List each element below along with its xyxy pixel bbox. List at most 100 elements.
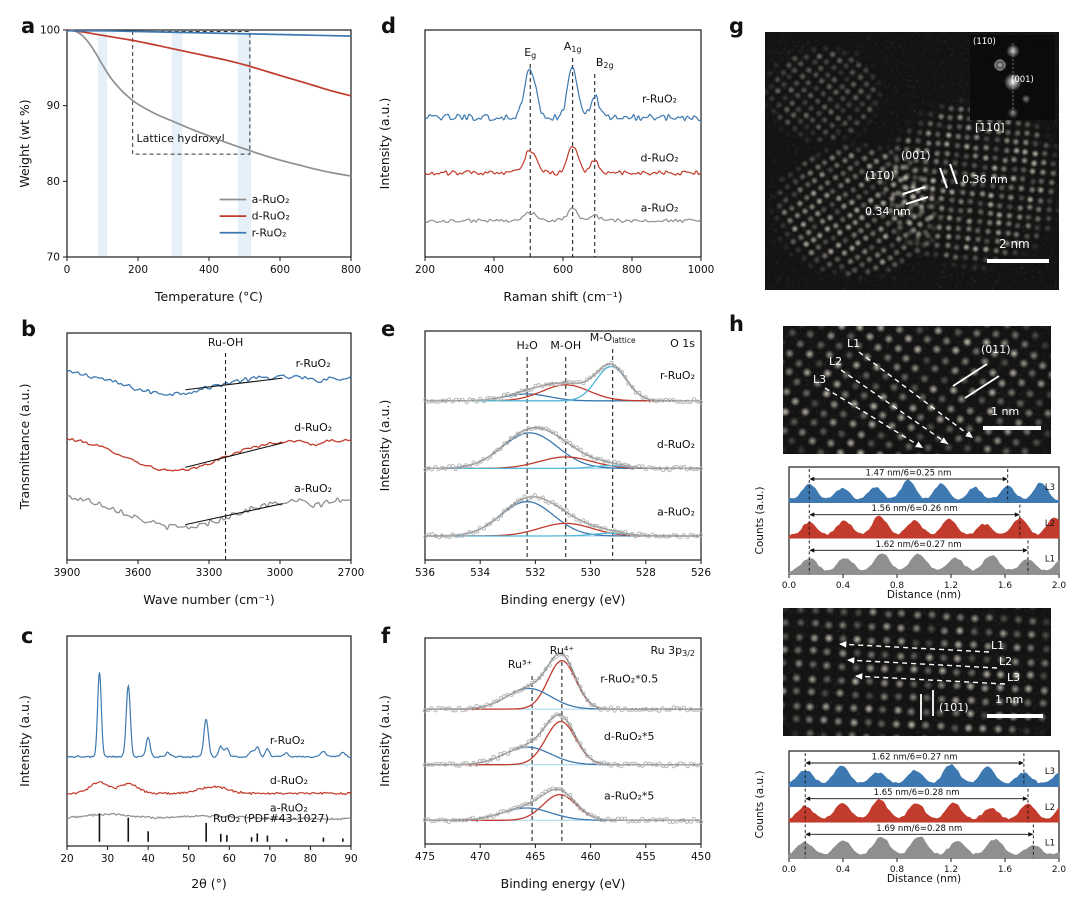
fft-spot-001-label: (001) xyxy=(1011,75,1034,85)
plane-001-label: (001) xyxy=(901,149,931,162)
svg-text:1.6: 1.6 xyxy=(998,865,1013,875)
svg-text:0.0: 0.0 xyxy=(782,581,797,591)
svg-text:Distance (nm): Distance (nm) xyxy=(887,873,961,885)
svg-text:3600: 3600 xyxy=(125,567,152,579)
svg-text:2700: 2700 xyxy=(338,567,365,579)
panel-ftir: b 3900 3600 3300 3000 2700 Wave number (cm⁻¹)… xyxy=(15,315,365,610)
svg-text:H₂O: H₂O xyxy=(516,339,538,352)
svg-text:536: 536 xyxy=(415,567,435,579)
panel-lattice-profiles: h L1 L2 L3 (011) 1 nm 0.0 0.4 0.8 1.2 1.6 2.0… xyxy=(723,310,1075,898)
svg-text:1.56 nm/6=0.26 nm: 1.56 nm/6=0.26 nm xyxy=(872,504,958,514)
svg-text:O 1s: O 1s xyxy=(670,337,695,350)
svg-text:600: 600 xyxy=(553,264,573,276)
line-l2-label: L2 xyxy=(829,355,843,368)
svg-text:Eg: Eg xyxy=(524,46,536,60)
svg-text:Distance (nm): Distance (nm) xyxy=(887,589,961,601)
svg-text:200: 200 xyxy=(128,264,148,276)
svg-text:800: 800 xyxy=(341,264,361,276)
dspacing-034-label: 0.34 nm xyxy=(865,205,911,218)
svg-text:a-RuO₂: a-RuO₂ xyxy=(641,202,679,215)
svg-text:1.2: 1.2 xyxy=(944,581,958,591)
panel-letter-g: g xyxy=(729,14,745,38)
svg-text:Transmittance (a.u.): Transmittance (a.u.) xyxy=(17,384,32,511)
svg-text:600: 600 xyxy=(270,264,290,276)
svg-text:r-RuO₂: r-RuO₂ xyxy=(642,93,677,106)
line-l3-label: L3 xyxy=(813,373,827,386)
svg-text:90: 90 xyxy=(344,853,357,865)
svg-text:0.8: 0.8 xyxy=(890,581,905,591)
panel-xps-o1s: e 536 534 532 530 528 526 Binding energy (eV) I… xyxy=(375,315,715,610)
svg-text:d-RuO₂: d-RuO₂ xyxy=(294,421,332,434)
svg-text:L1: L1 xyxy=(1045,839,1055,849)
panel-letter-e: e xyxy=(381,317,396,341)
svg-text:r-RuO₂: r-RuO₂ xyxy=(296,357,331,370)
scalebar-label-1: 1 nm xyxy=(991,405,1020,418)
svg-text:a-RuO₂: a-RuO₂ xyxy=(270,801,308,814)
scalebar-label-2: 1 nm xyxy=(995,693,1024,706)
xps-ru3p-chart: 475 470 465 460 455 450 Binding energy (eV) Int… xyxy=(377,637,711,891)
svg-text:Intensity (a.u.): Intensity (a.u.) xyxy=(377,695,392,787)
svg-text:Intensity (a.u.): Intensity (a.u.) xyxy=(377,400,392,492)
svg-text:3000: 3000 xyxy=(267,567,294,579)
svg-text:40: 40 xyxy=(141,853,154,865)
svg-text:2.0: 2.0 xyxy=(1052,581,1067,591)
svg-text:200: 200 xyxy=(415,264,435,276)
svg-text:465: 465 xyxy=(525,851,545,863)
svg-text:530: 530 xyxy=(581,567,601,579)
svg-text:r-RuO₂*0.5: r-RuO₂*0.5 xyxy=(600,672,658,685)
panel-letter-c: c xyxy=(21,624,34,648)
plane-101-label: (101) xyxy=(939,701,969,714)
svg-text:Ru⁴⁺: Ru⁴⁺ xyxy=(550,644,575,657)
svg-text:M-OH: M-OH xyxy=(550,339,581,352)
svg-text:2θ (°): 2θ (°) xyxy=(191,876,227,891)
svg-text:70: 70 xyxy=(263,853,276,865)
svg-text:400: 400 xyxy=(484,264,504,276)
ftir-chart: 3900 3600 3300 3000 2700 Wave number (cm⁻¹) Tr… xyxy=(17,332,365,607)
svg-text:534: 534 xyxy=(470,567,490,579)
panel-raman: d 200 400 600 800 1000 Raman shift (cm⁻¹) Inte… xyxy=(375,12,715,307)
panel-hrtem: g (001) (11̄0) 0.36 nm 0.34 nm [110] 2 n… xyxy=(723,12,1075,307)
svg-text:0.0: 0.0 xyxy=(782,865,797,875)
hrtem-image-101: L1 L2 L3 (101) 1 nm xyxy=(783,608,1051,736)
svg-text:450: 450 xyxy=(691,851,711,863)
svg-text:Counts (a.u.): Counts (a.u.) xyxy=(754,771,766,839)
panel-letter-a: a xyxy=(21,14,36,38)
svg-text:1.2: 1.2 xyxy=(944,865,958,875)
svg-text:L2: L2 xyxy=(1045,519,1055,529)
svg-text:2.0: 2.0 xyxy=(1052,865,1067,875)
plane-011-label: (011) xyxy=(981,343,1011,356)
line-profile-chart-2: 0.0 0.4 0.8 1.2 1.6 2.0 Distance (nm) Counts (a… xyxy=(754,750,1067,885)
svg-text:d-RuO₂: d-RuO₂ xyxy=(252,210,290,223)
svg-text:528: 528 xyxy=(636,567,656,579)
dspacing-036-label: 0.36 nm xyxy=(962,173,1008,186)
svg-text:d-RuO₂: d-RuO₂ xyxy=(270,774,308,787)
svg-text:1.69 nm/6=0.28 nm: 1.69 nm/6=0.28 nm xyxy=(876,824,962,834)
svg-text:80: 80 xyxy=(304,853,317,865)
panel-xps-ru3p: f 475 470 465 460 455 450 Binding energy (eV) I… xyxy=(375,622,715,894)
svg-text:a-RuO₂: a-RuO₂ xyxy=(252,193,290,206)
svg-text:70: 70 xyxy=(47,252,60,264)
svg-text:1.62 nm/6=0.27 nm: 1.62 nm/6=0.27 nm xyxy=(876,540,962,550)
svg-text:d-RuO₂*5: d-RuO₂*5 xyxy=(604,730,655,743)
hrtem-image: (001) (11̄0) 0.36 nm 0.34 nm [110] 2 nm … xyxy=(765,32,1059,290)
svg-text:60: 60 xyxy=(223,853,236,865)
line-l3-label: L3 xyxy=(1007,671,1021,684)
svg-text:a-RuO₂*5: a-RuO₂*5 xyxy=(604,790,654,803)
line-l2-label: L2 xyxy=(999,655,1013,668)
svg-text:Weight (wt %): Weight (wt %) xyxy=(17,99,32,187)
svg-text:L3: L3 xyxy=(1045,767,1055,777)
svg-text:Ru³⁺: Ru³⁺ xyxy=(508,658,533,671)
hrtem-annotations xyxy=(902,163,1049,263)
svg-text:1.47 nm/6=0.25 nm: 1.47 nm/6=0.25 nm xyxy=(865,469,951,479)
svg-text:Lattice hydroxyl: Lattice hydroxyl xyxy=(137,132,225,145)
svg-text:a-RuO₂: a-RuO₂ xyxy=(294,482,332,495)
svg-text:r-RuO₂: r-RuO₂ xyxy=(660,369,695,382)
fft-spot-110-label: (11̄0) xyxy=(973,37,996,47)
svg-text:0: 0 xyxy=(64,264,71,276)
svg-text:L1: L1 xyxy=(1045,555,1055,565)
svg-text:M-Olattice: M-Olattice xyxy=(590,331,636,345)
svg-text:532: 532 xyxy=(525,567,545,579)
svg-text:50: 50 xyxy=(182,853,195,865)
panel-letter-f: f xyxy=(381,624,391,648)
